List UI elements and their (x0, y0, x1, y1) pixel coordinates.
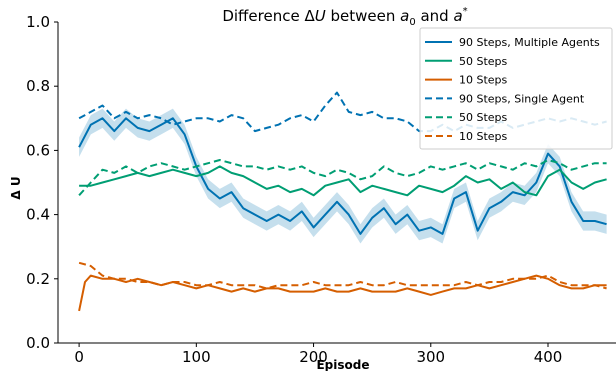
x-axis-title: Episode (316, 358, 369, 371)
y-tick-label: 0.0 (26, 334, 50, 352)
x-tick-label: 100 (182, 348, 211, 366)
x-tick-label: 400 (534, 348, 563, 366)
axes (57, 22, 616, 344)
y-tick-label: 1.0 (26, 13, 50, 31)
x-tick-label: 200 (299, 348, 328, 366)
y-tick-label: 0.2 (26, 270, 50, 288)
series-line-5 (78, 261, 607, 290)
x-tick-label: 300 (416, 348, 445, 366)
legend: 90 Steps, Multiple Agents 50 Steps 10 Step… (419, 27, 613, 150)
y-axis-title: Δ U (9, 176, 23, 199)
y-tick-label: 0.8 (26, 77, 50, 95)
series-line-1 (79, 165, 607, 197)
legend-label-1: 50 Steps (459, 55, 508, 68)
legend-label-3: 90 Steps, Single Agent (459, 92, 585, 105)
legend-frame (419, 27, 613, 150)
series-line-2 (78, 274, 607, 312)
series-line-4 (78, 159, 607, 196)
y-tick-label: 0.6 (26, 141, 50, 159)
tick-labels: 0.0 0.2 0.4 0.6 0.8 1.0 0 100 200 300 400 (26, 13, 562, 366)
legend-label-4: 50 Steps (459, 111, 508, 124)
legend-label-5: 10 Steps (459, 130, 508, 143)
y-tick-label: 0.4 (26, 206, 50, 224)
legend-label-2: 10 Steps (459, 74, 508, 87)
chart-title: Difference ΔU between a0 and a* (222, 6, 467, 28)
legend-label-0: 90 Steps, Multiple Agents (459, 36, 600, 49)
x-tick-label: 0 (74, 348, 84, 366)
